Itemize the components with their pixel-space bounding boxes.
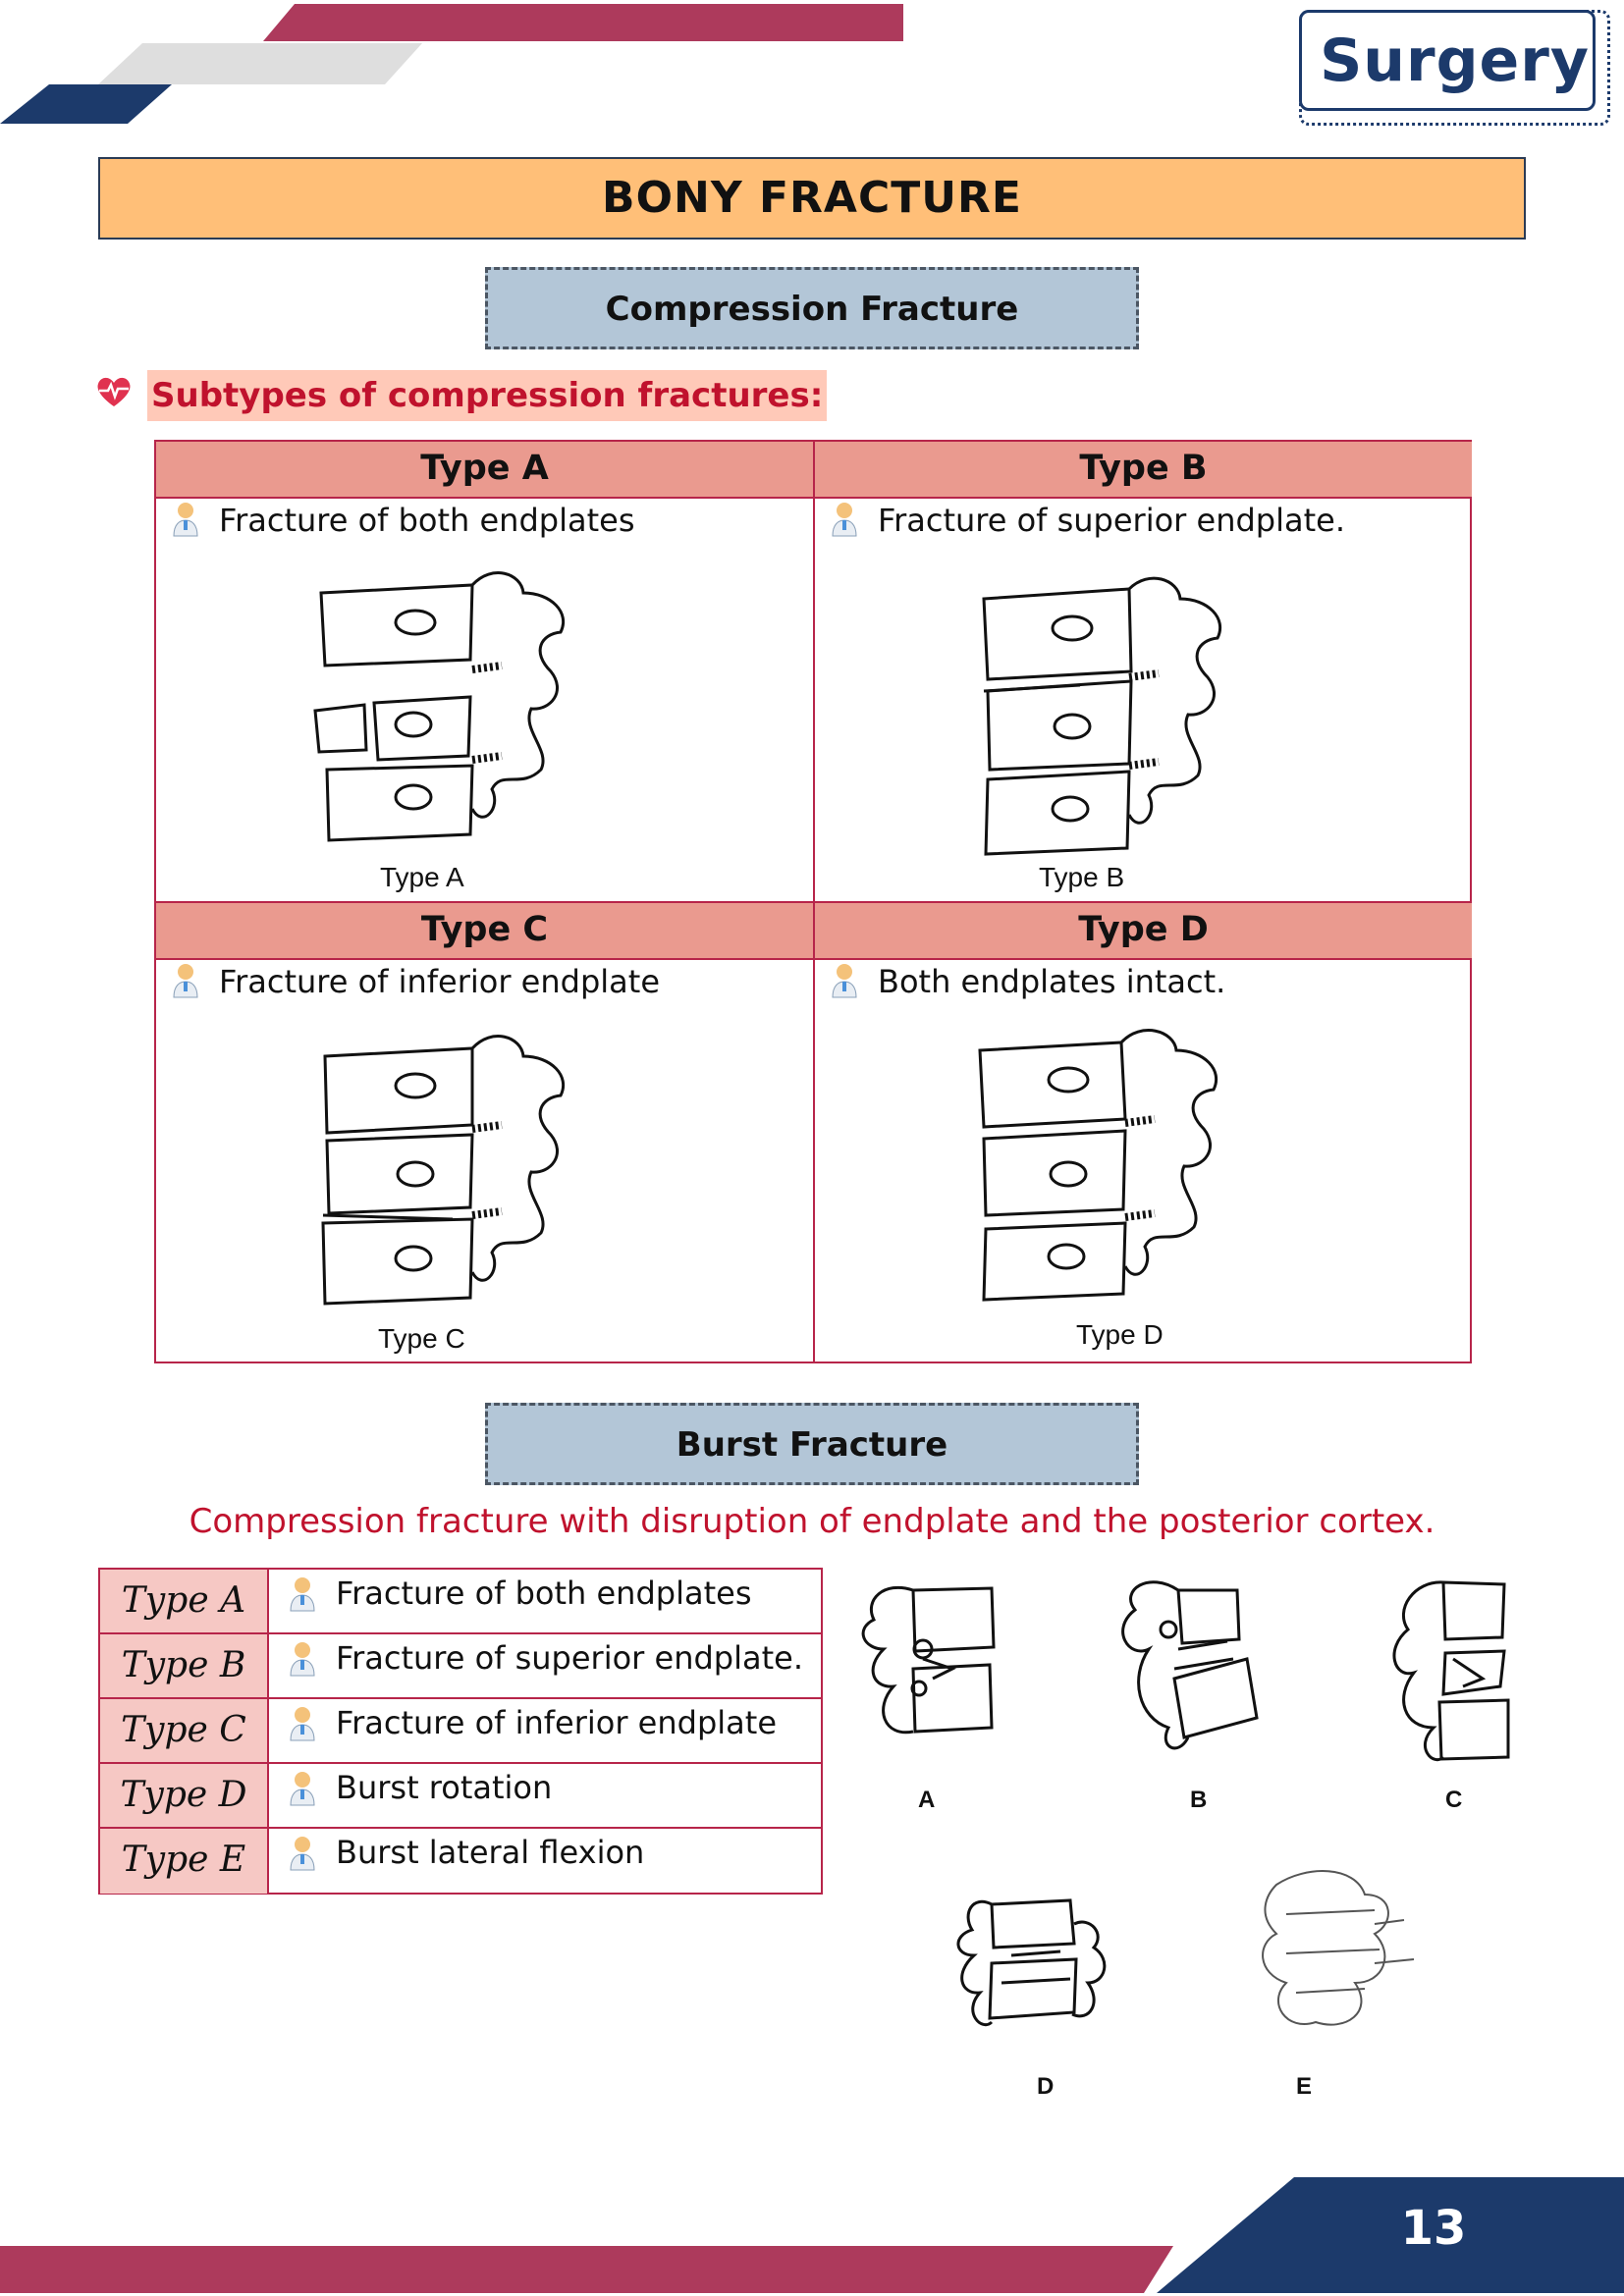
figure-label: A <box>918 1787 936 1813</box>
section-title: Burst Fracture <box>676 1425 948 1465</box>
table-row: Type A Fracture of both endplates <box>100 1570 821 1634</box>
figure-label: Type C <box>378 1323 465 1354</box>
page-title: BONY FRACTURE <box>602 173 1022 223</box>
doctor-icon <box>290 1772 315 1806</box>
cell-heading: Type B <box>815 442 1472 499</box>
burst-figure-e <box>1262 1870 1415 2026</box>
doctor-icon <box>290 1837 315 1871</box>
page-number: 13 <box>1400 2201 1467 2256</box>
table-cell: Type B Fracture of superior endplate. Ty… <box>815 442 1472 901</box>
cell-description: Fracture of both endplates <box>219 502 635 539</box>
vertebra-figure <box>321 1035 565 1306</box>
burst-fracture-figures <box>861 1580 1510 2027</box>
type-description: Fracture of inferior endplate <box>336 1704 777 1741</box>
doctor-icon <box>290 1707 315 1741</box>
burst-figure-a <box>861 1585 996 1735</box>
burst-table: Type A Fracture of both endplates Type B… <box>98 1568 823 1895</box>
table-row: Type B Fracture of superior endplate. <box>100 1634 821 1699</box>
compression-table: Type A Fracture of both endplates Type A… <box>154 440 1472 1363</box>
vertebra-figure <box>313 571 565 842</box>
doctor-icon <box>832 503 857 537</box>
figure-label: C <box>1445 1787 1463 1813</box>
doctor-icon <box>832 964 857 998</box>
type-key: Type A <box>100 1570 269 1632</box>
type-key: Type B <box>100 1634 269 1697</box>
table-cell: Type A Fracture of both endplates Type A <box>156 442 813 901</box>
footer-decoration <box>0 2177 1624 2293</box>
cell-description: Fracture of superior endplate. <box>878 502 1345 539</box>
section-header-compression: Compression Fracture <box>485 267 1139 349</box>
subject-badge: Surgery <box>1299 10 1610 126</box>
figure-label: Type A <box>380 862 464 892</box>
table-row: Type E Burst lateral flexion <box>100 1829 821 1894</box>
cell-description: Fracture of inferior endplate <box>219 963 660 1000</box>
type-key: Type C <box>100 1699 269 1762</box>
type-description: Fracture of both endplates <box>336 1575 752 1612</box>
type-description: Fracture of superior endplate. <box>336 1639 803 1677</box>
doctor-icon <box>173 964 198 998</box>
page-title-bar: BONY FRACTURE <box>98 157 1526 240</box>
burst-figure-d <box>956 1898 1107 2027</box>
type-key: Type E <box>100 1829 269 1894</box>
doctor-icon <box>173 503 198 537</box>
vertebra-figure <box>982 576 1221 856</box>
burst-figure-b <box>1121 1580 1259 1750</box>
section-header-burst: Burst Fracture <box>485 1403 1139 1485</box>
vertebra-figure <box>978 1029 1218 1302</box>
table-row: Type D Burst rotation <box>100 1764 821 1829</box>
type-description: Burst rotation <box>336 1769 553 1806</box>
table-cell: Type D Both endplates intact. Type D <box>815 903 1472 1363</box>
type-key: Type D <box>100 1764 269 1827</box>
cell-heading: Type D <box>815 903 1472 960</box>
figure-label: D <box>1037 2073 1055 2100</box>
doctor-icon <box>290 1577 315 1612</box>
section-title: Compression Fracture <box>605 290 1019 329</box>
cell-heading: Type A <box>156 442 813 499</box>
doctor-icon <box>290 1642 315 1677</box>
figure-label: E <box>1296 2073 1313 2100</box>
burst-figure-c <box>1392 1580 1510 1762</box>
subject-label: Surgery <box>1320 27 1590 95</box>
burst-definition: Compression fracture with disruption of … <box>189 1502 1435 1541</box>
table-cell: Type C Fracture of inferior endplate Typ… <box>156 903 813 1363</box>
subtypes-subtitle: Subtypes of compression fractures: <box>147 370 828 421</box>
heart-pulse-icon <box>97 377 131 406</box>
header-decoration <box>0 4 903 124</box>
figure-label: Type B <box>1039 862 1125 892</box>
table-row: Type C Fracture of inferior endplate <box>100 1699 821 1764</box>
cell-description: Both endplates intact. <box>878 963 1226 1000</box>
figure-label: Type D <box>1076 1319 1164 1350</box>
figure-label: B <box>1190 1787 1208 1813</box>
type-description: Burst lateral flexion <box>336 1834 645 1871</box>
cell-heading: Type C <box>156 903 813 960</box>
